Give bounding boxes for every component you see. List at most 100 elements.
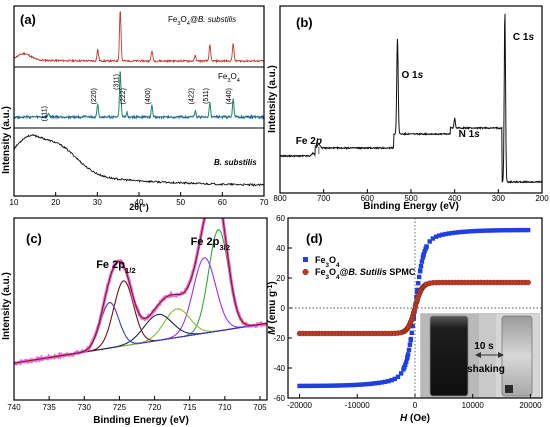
panel-d-marker-fe3o4 [416, 280, 421, 286]
panel-a-hkl-label: (220) [91, 88, 98, 104]
panel-d-marker-fe3o4 [525, 227, 531, 233]
panel-d-ytick-label: -20 [273, 334, 285, 343]
panel-d-xtick-label: 20000 [519, 401, 542, 410]
panel-b-xtick-label: 200 [535, 194, 549, 203]
panel-d-marker-fe3o4 [322, 383, 328, 388]
panel-d-marker-fe3o4 [348, 382, 353, 388]
panel-c-frame [13, 217, 268, 401]
panel-d-marker-fe3o4 [386, 378, 391, 384]
panel-d-marker-fe3o4 [468, 229, 474, 234]
panel-d-marker-fe3o4 [354, 382, 359, 388]
panel-d-marker-fe3o4 [456, 230, 461, 235]
panel-a-hkl-label: (511) [203, 88, 210, 104]
panel-d-marker-fe3o4 [503, 228, 509, 233]
panel-d-marker-fe3o4 [443, 231, 448, 237]
panel-d-marker-fe3o4 [389, 377, 394, 383]
panel-d-marker-fe3o4 [403, 362, 408, 367]
panel-d-marker-fe3o4 [297, 383, 302, 389]
panel-d-xtick-label: 10000 [462, 401, 485, 410]
panel-a-xtick-label: 50 [176, 198, 185, 207]
panel-b-xtick-label: 300 [492, 194, 506, 203]
vial-dispersed [429, 315, 469, 397]
panel-c-ylabel: Intensity (a.u.) [1, 272, 12, 340]
panel-d-marker-fe3o4 [475, 228, 480, 234]
panel-d-marker-fe3o4 [500, 228, 505, 233]
panel-a-series-labels: Fe3O4@B. substilis Fe3O4 B. substilis [168, 15, 257, 167]
panel-d-marker-fe3o4 [437, 233, 442, 238]
panel-b-peak-label-o: O 1s [401, 70, 423, 81]
panel-d-marker-fe3o4 [376, 380, 382, 386]
panel-d-xtick-label: -20000 [287, 401, 312, 410]
panel-d-marker-fe3o4 [513, 227, 518, 233]
panel-d-xlabel: H (Oe) [400, 413, 430, 424]
panel-d-marker-fe3o4 [459, 229, 464, 235]
panel-b-ylabel: Intensity (a.u.) [267, 65, 278, 133]
panel-d-marker-fe3o4 [407, 342, 413, 347]
panel-d-marker-fe3o4 [516, 227, 521, 233]
panel-c-xtick-label: 710 [218, 403, 232, 412]
panel-c-tag: (c) [26, 231, 42, 246]
panel-d-marker-fe3o4 [510, 227, 515, 233]
panel-d-marker-fe3o4 [404, 359, 409, 364]
panel-d-marker-fe3o4 [430, 236, 436, 241]
panel-d-marker-fe3o4 [424, 244, 429, 249]
panel-d-marker-fe3o4 [427, 239, 432, 244]
panel-d-marker-composite [525, 279, 531, 286]
panel-d-marker-fe3o4 [402, 365, 407, 370]
panel-d-ylabel: M (emu g-1) [267, 281, 279, 334]
panel-d-ytick-label: 40 [276, 244, 285, 253]
panel-c-xtick-label: 730 [78, 403, 92, 412]
panel-d-marker-fe3o4 [405, 354, 410, 360]
panel-d-marker-fe3o4 [364, 382, 369, 387]
panel-b-xlabel: Binding Energy (eV) [363, 201, 459, 212]
attracted-particles [505, 385, 513, 393]
panel-a-xtick-label: 20 [51, 198, 60, 207]
panel-d-marker-fe3o4 [306, 383, 312, 389]
panel-d-marker-fe3o4 [406, 347, 412, 353]
panel-d-marker-fe3o4 [319, 383, 324, 388]
panel-d-marker-fe3o4 [481, 228, 486, 233]
panel-d-ytick-label: -40 [273, 364, 285, 373]
panel-d-marker-fe3o4 [398, 371, 404, 376]
panel-a-xtick-label: 70 [260, 198, 269, 207]
inset-time-label: 10 s [474, 341, 494, 352]
panel-a-ylabel: Intensity (a.u.) [1, 106, 12, 174]
panel-d-ytick-label: 20 [276, 274, 285, 283]
panel-d-marker-fe3o4 [367, 381, 372, 387]
panel-d-marker-fe3o4 [360, 382, 366, 387]
panel-d-marker-fe3o4 [478, 228, 483, 234]
panel-d-xlabel-text: H (Oe) [400, 413, 430, 424]
panel-c-xlabel: Binding Energy (eV) [93, 415, 189, 426]
panel-d-marker-fe3o4 [408, 336, 414, 342]
panel-d-marker-fe3o4 [433, 234, 439, 239]
panel-d-marker-fe3o4 [417, 268, 423, 273]
panel-d-marker-fe3o4 [370, 381, 375, 386]
panel-a-label-composite: Fe3O4@B. substilis [168, 15, 236, 27]
panel-b-xtick-label: 500 [404, 194, 418, 203]
panel-d-marker-fe3o4 [421, 252, 426, 257]
panel-d-marker-fe3o4 [409, 330, 414, 336]
panel-d-marker-fe3o4 [449, 230, 455, 236]
panel-b-xps-survey: 800 700 600 500 400 300 200 (b) Intensity (a.u… [267, 5, 549, 212]
panel-c-xtick-label: 735 [42, 403, 56, 412]
panel-c-xtick-label: 705 [253, 403, 267, 412]
panel-a-label-bsubstilis: B. substilis [214, 158, 257, 167]
panel-b-xtick-label: 600 [361, 194, 375, 203]
panel-d-marker-fe3o4 [335, 383, 340, 388]
panel-d-marker-fe3o4 [379, 380, 385, 385]
panel-d-magnetization: -20000 -10000 0 10000 20000-60-40-200204060 … [267, 214, 543, 424]
panel-d-marker-fe3o4 [491, 228, 496, 233]
panel-d-marker-fe3o4 [332, 383, 337, 388]
legend-label-fe3o4: Fe3O4 [315, 255, 340, 269]
panel-d-marker-fe3o4 [357, 382, 363, 387]
panel-d-marker-fe3o4 [373, 381, 378, 386]
panel-d-marker-fe3o4 [392, 376, 397, 382]
panel-b-frame [279, 5, 543, 194]
panel-c-label-2p32: Fe 2p3/2 [191, 236, 230, 252]
panel-a-curve-bsubstilis [14, 133, 264, 187]
panel-d-marker-fe3o4 [462, 229, 467, 234]
panel-b-xtick-label: 400 [448, 194, 462, 203]
panel-d-marker-fe3o4 [419, 259, 425, 264]
